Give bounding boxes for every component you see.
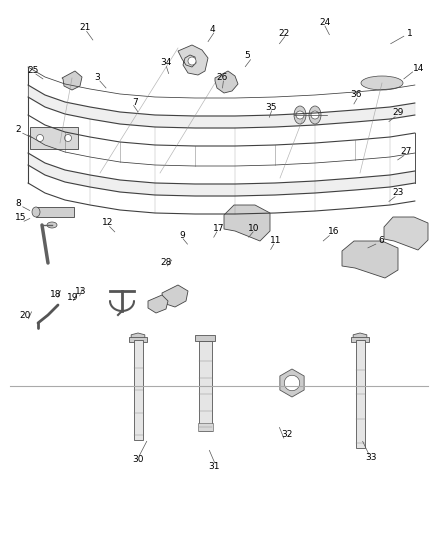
Text: 5: 5: [244, 52, 251, 60]
Ellipse shape: [309, 106, 321, 124]
Polygon shape: [28, 85, 415, 128]
Text: 26: 26: [217, 73, 228, 82]
Text: 8: 8: [15, 199, 21, 208]
Text: 13: 13: [75, 287, 87, 296]
Bar: [198, 423, 212, 431]
Text: 35: 35: [265, 103, 276, 112]
Circle shape: [36, 134, 43, 141]
Ellipse shape: [47, 222, 57, 228]
Ellipse shape: [294, 106, 306, 124]
Bar: [36, 207, 74, 217]
Circle shape: [311, 111, 319, 119]
Polygon shape: [280, 369, 304, 397]
Text: 4: 4: [210, 25, 215, 34]
Text: 36: 36: [350, 91, 361, 99]
Text: 29: 29: [392, 109, 403, 117]
Ellipse shape: [361, 76, 403, 90]
Polygon shape: [224, 205, 270, 241]
Text: 20: 20: [20, 311, 31, 320]
Circle shape: [64, 134, 71, 141]
Text: 18: 18: [50, 290, 62, 298]
Bar: [129, 337, 147, 342]
Polygon shape: [353, 333, 367, 340]
Text: 27: 27: [401, 148, 412, 156]
Bar: [194, 335, 215, 341]
Text: 17: 17: [213, 224, 225, 232]
Text: 11: 11: [270, 237, 282, 245]
Bar: [356, 340, 364, 448]
Text: 6: 6: [378, 237, 384, 245]
Text: 10: 10: [248, 224, 260, 232]
Bar: [134, 340, 142, 440]
Text: 22: 22: [278, 29, 290, 37]
Polygon shape: [62, 71, 82, 90]
Text: 34: 34: [160, 59, 171, 67]
Polygon shape: [148, 295, 168, 313]
Text: 24: 24: [319, 18, 331, 27]
Polygon shape: [178, 45, 208, 75]
Text: 7: 7: [132, 98, 138, 107]
Text: 9: 9: [179, 231, 185, 240]
Text: 21: 21: [80, 23, 91, 32]
Text: 15: 15: [15, 213, 27, 222]
Polygon shape: [284, 375, 300, 391]
Text: 12: 12: [102, 219, 113, 227]
Text: 32: 32: [281, 430, 293, 439]
Text: 25: 25: [27, 66, 39, 75]
Bar: [198, 341, 212, 431]
Text: 1: 1: [406, 29, 413, 37]
Text: 31: 31: [208, 462, 219, 471]
Text: 33: 33: [366, 453, 377, 462]
Circle shape: [296, 111, 304, 119]
Text: 16: 16: [328, 228, 339, 236]
Polygon shape: [342, 241, 398, 278]
Polygon shape: [162, 285, 188, 307]
Text: 14: 14: [413, 64, 424, 72]
Text: 28: 28: [160, 258, 171, 266]
Text: 2: 2: [16, 125, 21, 134]
Bar: [30, 127, 78, 149]
Bar: [351, 337, 369, 342]
Polygon shape: [28, 153, 415, 196]
Circle shape: [188, 57, 196, 65]
Polygon shape: [215, 71, 238, 93]
Text: 3: 3: [94, 73, 100, 82]
Polygon shape: [384, 217, 428, 250]
Text: 23: 23: [392, 189, 403, 197]
Text: 19: 19: [67, 293, 78, 302]
Polygon shape: [131, 333, 145, 340]
Ellipse shape: [32, 207, 40, 217]
Text: 30: 30: [132, 455, 144, 464]
